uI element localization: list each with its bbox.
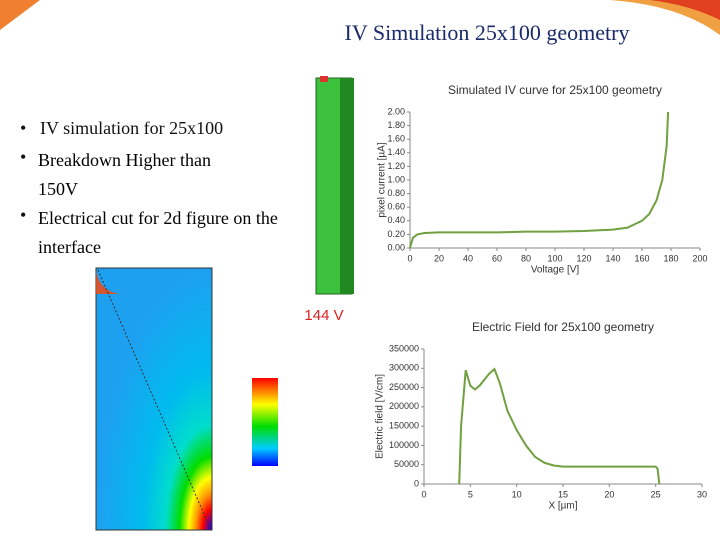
y-tick-label: 2.00	[387, 106, 405, 116]
sim-3d-side	[340, 78, 354, 294]
y-tick-label: 100000	[389, 440, 419, 450]
cut-line	[97, 269, 211, 529]
bullet-dot: •	[20, 147, 26, 167]
y-tick-label: 0.80	[387, 188, 405, 198]
y-tick-label: 1.60	[387, 134, 405, 144]
y-tick-label: 0.60	[387, 202, 405, 212]
x-tick-label: 25	[651, 489, 661, 499]
x-tick-label: 0	[407, 253, 412, 263]
y-tick-label: 0.00	[387, 242, 405, 252]
y-tick-label: 200000	[389, 401, 419, 411]
x-tick-label: 15	[558, 489, 568, 499]
decor	[650, 0, 720, 20]
y-tick-label: 50000	[394, 459, 419, 469]
bullet: IV simulation for 25x100	[40, 118, 223, 138]
x-tick-label: 120	[576, 253, 591, 263]
x-tick-label: 40	[463, 253, 473, 263]
x-tick-label: 20	[604, 489, 614, 499]
sim-3d-mark	[320, 76, 328, 82]
voltage-label: 144 V	[304, 307, 343, 324]
x-axis-label: Voltage [V]	[531, 265, 580, 276]
bullet-wrap: Breakdown Higher than 150V	[38, 150, 211, 199]
data-line	[409, 111, 670, 249]
y-axis-label: pixel current [µA]	[377, 142, 388, 217]
field-corner	[96, 268, 122, 294]
color-bar	[252, 378, 278, 466]
x-tick-label: 60	[492, 253, 502, 263]
x-tick-label: 20	[434, 253, 444, 263]
y-tick-label: 350000	[389, 343, 419, 353]
y-tick-label: 250000	[389, 382, 419, 392]
bullet: Breakdown Higher than 150V	[38, 150, 211, 199]
x-tick-label: 180	[663, 253, 678, 263]
y-tick-label: 1.20	[387, 161, 405, 171]
y-axis-label: Electric field [V/cm]	[375, 374, 386, 459]
x-tick-label: 0	[421, 489, 426, 499]
bullet-dot: •	[20, 205, 26, 225]
y-tick-label: 300000	[389, 363, 419, 373]
x-tick-label: 80	[521, 253, 531, 263]
x-tick-label: 160	[634, 253, 649, 263]
x-tick-label: 30	[697, 489, 707, 499]
x-tick-label: 5	[468, 489, 473, 499]
y-tick-label: 0.20	[387, 229, 405, 239]
y-tick-label: 1.40	[387, 147, 405, 157]
x-axis-label: X [µm]	[548, 501, 577, 512]
slide-title: IV Simulation 25x100 geometry	[345, 20, 630, 45]
y-tick-label: 1.00	[387, 174, 405, 184]
data-line	[458, 367, 661, 485]
bullet-wrap: Electrical cut for 2d figure on the inte…	[38, 208, 278, 257]
x-tick-label: 100	[547, 253, 562, 263]
y-tick-label: 1.80	[387, 120, 405, 130]
x-tick-label: 140	[605, 253, 620, 263]
x-tick-label: 10	[512, 489, 522, 499]
decor	[0, 0, 40, 30]
y-tick-label: 150000	[389, 421, 419, 431]
y-tick-label: 0	[414, 478, 419, 488]
chart-title: Simulated IV curve for 25x100 geometry	[448, 83, 662, 97]
y-tick-label: 0.40	[387, 215, 405, 225]
x-tick-label: 200	[692, 253, 707, 263]
bullet: Electrical cut for 2d figure on the inte…	[38, 208, 278, 257]
chart-title: Electric Field for 25x100 geometry	[472, 320, 654, 334]
bullet-dot: •	[20, 118, 26, 138]
